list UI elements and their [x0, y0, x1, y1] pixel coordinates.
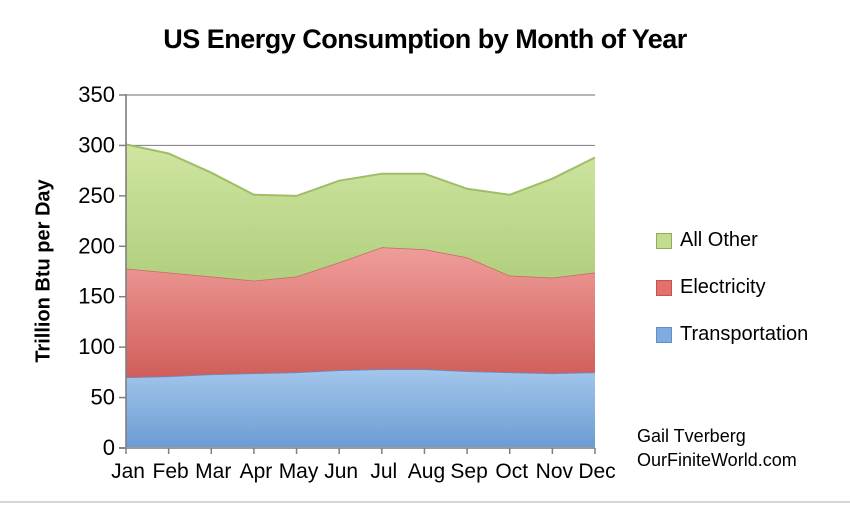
y-tick-label-100: 100 — [78, 334, 115, 359]
legend-label: Electricity — [680, 276, 766, 298]
x-month-label-Aug: Aug — [408, 460, 445, 483]
x-month-label-Jul: Jul — [370, 460, 397, 483]
legend-item-electricity: Electricity — [656, 264, 808, 311]
y-tick-label-300: 300 — [78, 132, 115, 157]
x-month-label-Oct: Oct — [495, 460, 528, 483]
area-transportation — [126, 369, 595, 448]
y-tick-label-150: 150 — [78, 284, 115, 309]
y-tick-label-350: 350 — [78, 82, 115, 107]
x-month-label-Dec: Dec — [578, 460, 615, 483]
legend-swatch-all-other — [656, 232, 672, 249]
chart-legend: All Other Electricity Transportation — [656, 217, 808, 358]
y-tick-label-250: 250 — [78, 183, 115, 208]
legend-item-transportation: Transportation — [656, 311, 808, 358]
area-all-other — [126, 144, 595, 281]
x-month-label-Jun: Jun — [324, 460, 358, 483]
x-month-label-May: May — [279, 460, 319, 483]
legend-label: All Other — [680, 229, 758, 251]
x-month-label-Sep: Sep — [450, 460, 487, 483]
attribution-author: Gail Tverberg — [637, 426, 746, 446]
y-tick-label-200: 200 — [78, 233, 115, 258]
attribution-site: OurFiniteWorld.com — [637, 450, 797, 470]
legend-swatch-transportation — [656, 326, 672, 343]
legend-label: Transportation — [680, 323, 809, 345]
y-tick-label-0: 0 — [103, 435, 115, 460]
x-month-label-Mar: Mar — [195, 460, 231, 483]
x-month-label-Apr: Apr — [240, 460, 273, 483]
attribution: Gail Tverberg OurFiniteWorld.com — [637, 424, 797, 472]
boundary-line-electricity — [125, 246, 596, 282]
chart-title: US Energy Consumption by Month of Year — [163, 24, 687, 54]
legend-swatch-electricity — [656, 279, 672, 296]
x-month-label-Feb: Feb — [153, 460, 189, 483]
x-month-label-Jan: Jan — [111, 460, 145, 483]
window-bottom-edge-line — [0, 501, 850, 503]
y-tick-label-50: 50 — [91, 385, 115, 410]
boundary-line-all-other — [125, 143, 596, 197]
legend-item-all-other: All Other — [656, 217, 808, 264]
x-month-label-Nov: Nov — [536, 460, 574, 483]
